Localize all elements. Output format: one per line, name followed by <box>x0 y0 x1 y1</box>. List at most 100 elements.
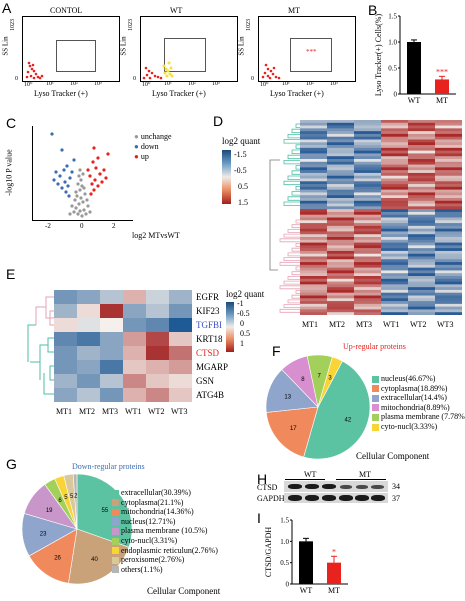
heatmap-cell <box>169 346 192 360</box>
heatmap-cell <box>408 172 436 177</box>
heatmap-cell <box>435 175 462 179</box>
heatmap-cell <box>408 150 436 154</box>
pie-value-label: 13 <box>284 394 291 400</box>
heatmap-cell <box>354 195 382 199</box>
dendrogram-branch <box>283 257 300 261</box>
gene-label-gsn: GSN <box>196 376 215 386</box>
heatmap-cell <box>354 150 382 154</box>
significance-mark: * <box>332 547 336 556</box>
heatmap-cell <box>300 147 328 151</box>
heatmap-cell <box>327 147 355 151</box>
heatmap-cell <box>435 267 462 271</box>
flow-plot-control <box>22 16 120 82</box>
heatmap-cell <box>354 198 382 202</box>
dendrogram-branch <box>291 224 300 229</box>
heatmap-cell <box>381 225 409 229</box>
pie-f-caption: Cellular Component <box>356 451 430 461</box>
heatmap-cell <box>300 136 328 140</box>
heatmap-cell <box>77 304 100 318</box>
heatmap-cell <box>146 388 169 402</box>
heatmap-cell <box>327 270 355 274</box>
heatmap-cell <box>327 231 355 235</box>
blot-band-gapdh-4 <box>339 495 353 501</box>
panel-label-i: I <box>257 510 261 526</box>
heatmap-cell <box>327 122 355 126</box>
heatmap-cell <box>435 242 462 246</box>
heatmap-cell <box>327 242 355 246</box>
heatmap-cell <box>327 281 355 285</box>
heatmap-cell <box>354 225 382 229</box>
heatmap-cell <box>408 147 436 151</box>
heatmap-cell <box>327 172 355 177</box>
heatmap-cell <box>300 298 328 302</box>
heatmap-cell <box>435 270 462 274</box>
heatmap-cell <box>300 181 328 185</box>
heatmap-cell <box>408 209 436 213</box>
heatmap-cell <box>435 298 462 302</box>
heatmap-cell <box>300 231 328 235</box>
heatmap-cell <box>327 203 355 207</box>
heatmap-cell <box>327 198 355 202</box>
bar-chart-i: 0 0.5 1.0 1.5 WT MT * CTSD/GAPDH <box>264 517 348 595</box>
heatmap-cell <box>327 192 355 196</box>
heatmap-cell <box>354 120 382 124</box>
heatmap-cell <box>435 161 462 165</box>
heatmap-cell <box>354 125 382 129</box>
heatmap-cell <box>327 150 355 154</box>
heatmap-cell <box>354 142 382 146</box>
heatmap-cell <box>408 273 436 277</box>
heatmap-cell <box>408 167 436 171</box>
heatmap-cell <box>300 175 328 179</box>
heatmap-cell <box>300 220 328 224</box>
heatmap-cell <box>327 287 355 291</box>
heatmap-cell <box>435 253 462 257</box>
panel-label-b: B <box>368 2 378 18</box>
pie-value-label: 42 <box>345 418 352 424</box>
legend-label: cyto-nucl(3.31%) <box>121 536 178 545</box>
heatmap-cell <box>408 223 436 227</box>
heatmap-cell <box>408 287 436 291</box>
heatmap-cell <box>408 250 436 255</box>
heatmap-e-col-1: MT2 <box>79 407 95 416</box>
y-tick-label: 1.5 <box>280 517 289 525</box>
pie-legend-item: cytoplasma(21.1%) <box>112 498 183 507</box>
heatmap-cell <box>435 170 462 174</box>
heatmap-cell <box>354 264 382 268</box>
heatmap-cell <box>354 178 382 182</box>
pie-value-label: 3 <box>328 376 332 382</box>
heatmap-cell <box>327 273 355 277</box>
heatmap-cell <box>54 360 77 374</box>
heatmap-cell <box>408 198 436 202</box>
heatmap-cell <box>327 131 355 135</box>
heatmap-cell <box>354 214 382 218</box>
flow-xtick-mt-3: 10³ <box>330 81 338 87</box>
heatmap-cell <box>435 287 462 291</box>
heatmap-cell <box>435 150 462 154</box>
heatmap-cell <box>354 128 382 132</box>
flow-gate-wt <box>164 38 206 72</box>
heatmap-cell <box>408 200 436 204</box>
volcano-xtick-1: 0 <box>80 222 84 230</box>
heatmap-cell <box>435 223 462 227</box>
heatmap-cell <box>300 125 328 129</box>
pie-value-label: 55 <box>101 508 108 514</box>
heatmap-cell <box>354 262 382 266</box>
blot-band-gapdh-5 <box>355 495 369 501</box>
heatmap-cell <box>408 217 436 221</box>
heatmap-e-tick-3: 0.5 <box>240 329 250 338</box>
panel-label-h: H <box>257 471 268 487</box>
dendrogram-branch <box>287 229 300 233</box>
heatmap-cell <box>408 153 436 157</box>
heatmap-cell <box>381 167 409 171</box>
heatmap-cell <box>354 200 382 204</box>
heatmap-cell <box>327 228 355 232</box>
heatmap-cell <box>354 145 382 149</box>
heatmap-cell <box>354 161 382 165</box>
heatmap-cell <box>354 159 382 163</box>
heatmap-cell <box>300 287 328 291</box>
heatmap-cell <box>381 301 409 305</box>
y-axis-label: CTSD/GAPDH <box>264 527 273 577</box>
heatmap-cell <box>381 206 409 210</box>
legend-label: others(1.1%) <box>121 564 163 574</box>
heatmap-cell <box>381 223 409 227</box>
